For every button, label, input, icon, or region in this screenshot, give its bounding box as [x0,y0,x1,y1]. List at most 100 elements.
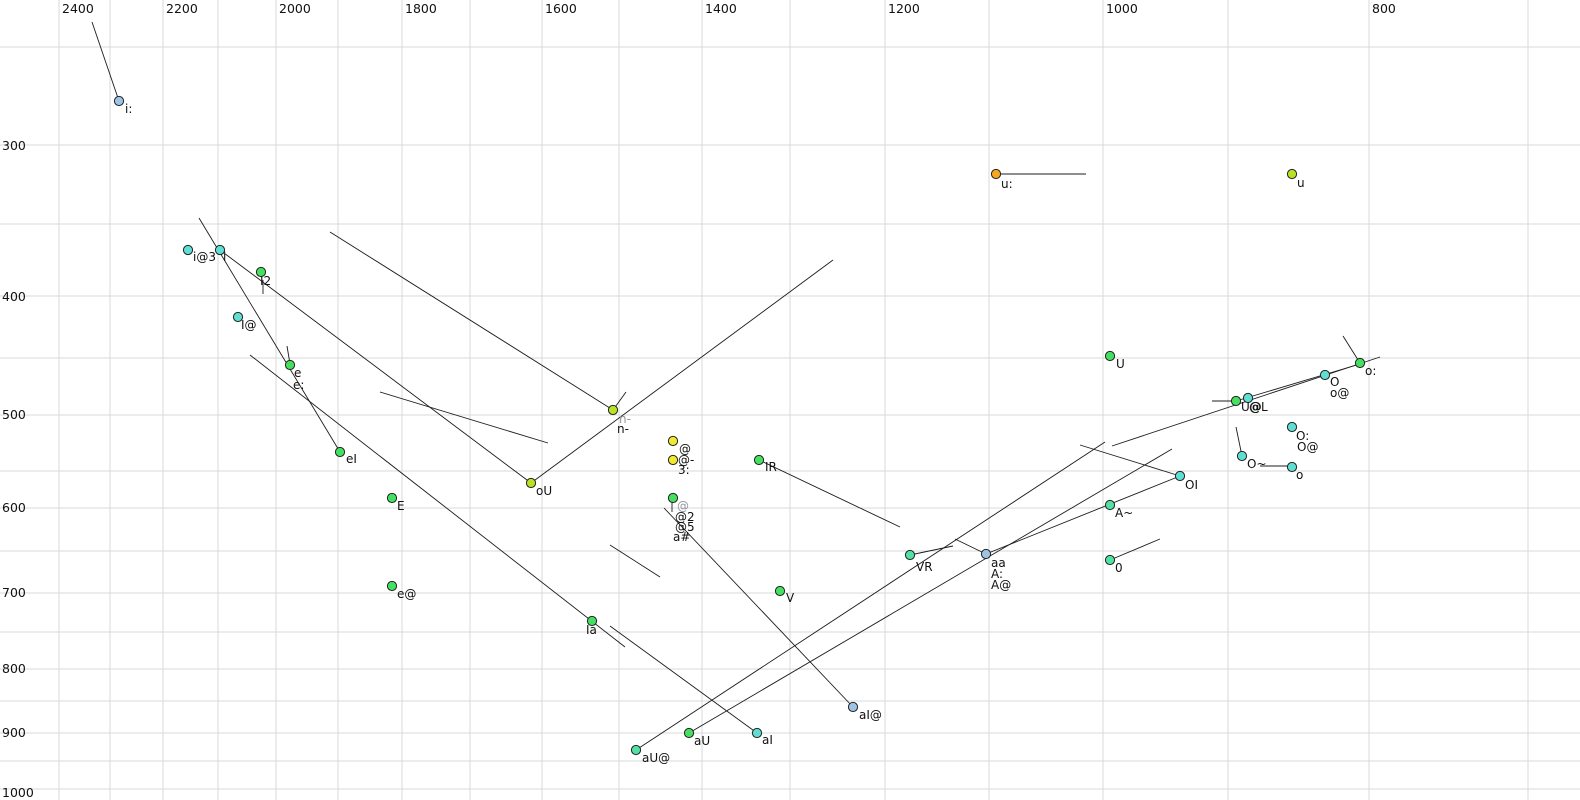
vowel-token-label-@2: @2 [675,510,695,524]
y-axis-tick-label: 400 [2,289,26,304]
trajectory-line [198,217,341,453]
vowel-token-point-i@3[interactable] [182,244,194,256]
vowel-token-point-V[interactable] [774,585,786,597]
vowel-token-label-n-: n- [617,422,629,436]
vowel-token-point-VR[interactable] [904,549,916,561]
x-axis-tick-label: 2200 [166,1,198,16]
vowel-token-point-o[interactable] [1286,461,1298,473]
x-axis-tick-label: 1400 [705,1,737,16]
vowel-token-point-o:[interactable] [1354,357,1366,369]
vowel-token-point-e@[interactable] [386,580,398,592]
vowel-token-point-aU[interactable] [683,727,695,739]
annotation-label: o@ [1330,386,1349,400]
vowel-token-point-E[interactable] [386,492,398,504]
trajectory-line [954,538,987,555]
vowel-token-label-@-: @- [678,453,694,467]
vowel-token-label-IR: IR [765,460,777,474]
vowel-token-point-u[interactable] [1286,168,1298,180]
vowel-token-label-O:: O: [1296,429,1309,443]
vowel-token-point-n-[interactable] [607,404,619,416]
annotation-label: e: [293,378,304,392]
vowel-token-point-U[interactable] [1104,350,1116,362]
vowel-token-label-i@3: i@3 [193,250,216,264]
annotation-label: A@ [991,578,1011,592]
y-axis-tick-label: 300 [2,138,26,153]
vowel-token-point-aI@[interactable] [847,701,859,713]
vowel-token-label-0: 0 [1115,561,1123,575]
trajectory-line [530,259,834,484]
trajectory-line [91,21,120,102]
vowel-token-label-U: U [1116,357,1125,371]
vowel-token-point-I@[interactable] [232,311,244,323]
vowel-token-point-O~[interactable] [1236,450,1248,462]
x-axis-tick-label: 800 [1372,1,1396,16]
vowel-token-point-@[interactable] [667,435,679,447]
vowel-token-label-aI@: aI@ [859,708,882,722]
trajectory-line [688,448,1173,734]
vowel-token-point-i[interactable] [214,244,226,256]
trajectory-line [609,544,661,578]
trajectory-line [329,231,614,411]
x-axis-tick-label: 1000 [1106,1,1138,16]
vowel-token-label-i:: i: [125,102,132,116]
vowel-token-label-i: i [223,250,226,264]
y-axis-tick-label: 500 [2,407,26,422]
x-axis-tick-label: 1200 [888,1,920,16]
vowel-token-label-OI: OI [1185,478,1198,492]
vowel-token-point-aa[interactable] [980,548,992,560]
vowel-token-point-I2[interactable] [255,266,267,278]
vowel-token-point-U@[interactable] [1230,395,1242,407]
trajectory-line [1109,538,1161,561]
vowel-token-point-IR[interactable] [753,454,765,466]
x-axis-tick-label: 2000 [279,1,311,16]
vowel-token-point-Ia[interactable] [586,615,598,627]
vowel-token-point-@2[interactable] [667,492,679,504]
trajectory-line [909,545,954,556]
vowel-token-point-O[interactable] [1319,369,1331,381]
y-axis-tick-label: 900 [2,725,26,740]
vowel-token-point-eI[interactable] [334,446,346,458]
vowel-token-label-@: @ [679,442,691,456]
vowel-token-label-aU: aU [694,734,710,748]
vowel-token-label-I@: I@ [241,318,257,332]
vowel-token-label-O~: O~ [1247,457,1267,471]
y-axis-tick-label: 800 [2,661,26,676]
vowel-token-label-U@: U@ [1241,400,1262,414]
trajectory-line [663,507,854,708]
y-axis-tick-label: 1000 [2,785,34,800]
trajectory-line [758,459,901,528]
vowel-token-point-aI[interactable] [751,727,763,739]
vowel-token-label-Ia: Ia [586,623,597,637]
vowel-token-point-@-[interactable] [667,454,679,466]
vowel-token-label-o:: o: [1365,364,1376,378]
annotation-label: @5 [675,520,695,534]
trajectory-line [1235,363,1361,402]
annotation-label: A: [991,567,1003,581]
vowel-token-point-e[interactable] [284,359,296,371]
annotation-label: 3: [678,463,690,477]
vowel-token-label-aI: aI [762,733,773,747]
vowel-token-label-e@: e@ [397,587,416,601]
vowel-token-label-oU: oU [536,484,552,498]
vowel-token-point-O:[interactable] [1286,421,1298,433]
trajectory-line [249,354,626,648]
vowel-token-point-oU[interactable] [525,477,537,489]
y-axis-tick-label: 600 [2,500,26,515]
annotation-label: @ [677,499,689,513]
vowel-token-point-u:[interactable] [990,168,1002,180]
vowel-token-label-VR: VR [916,560,933,574]
axis-ticks-layer: 2400 2200 2000 1800 1600 1400 1200 1000 800 300 40… [2,1,1396,800]
vowel-token-label-o: o [1296,468,1303,482]
x-axis-tick-label: 2400 [62,1,94,16]
vowel-token-point-aU@[interactable] [630,744,642,756]
trajectory-line [1342,335,1361,364]
vowel-token-point-0[interactable] [1104,554,1116,566]
vowel-token-point-OI[interactable] [1174,470,1186,482]
vowel-token-point-i:[interactable] [113,95,125,107]
vowel-token-point-A~[interactable] [1104,499,1116,511]
vowel-token-label-aa: aa [991,556,1006,570]
vowel-token-point-@L[interactable] [1242,392,1254,404]
